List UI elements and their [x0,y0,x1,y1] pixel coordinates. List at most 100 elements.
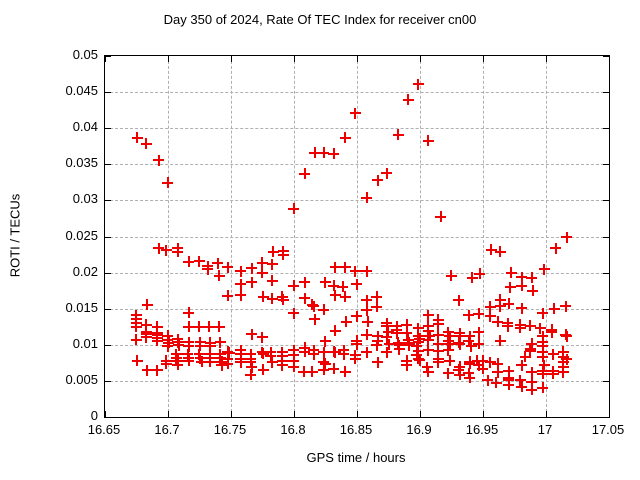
data-point [392,129,404,141]
data-point [538,359,550,371]
data-point [299,168,311,180]
data-point [266,356,278,368]
data-point [257,364,269,376]
x-tick-label: 16.95 [465,422,499,437]
y-tick-mark [603,128,609,130]
data-point [482,374,494,386]
data-point [490,377,502,389]
data-point [153,242,165,254]
x-tick-label: 16.85 [339,422,373,437]
data-point [444,330,456,342]
gridline-horizontal [105,128,609,130]
data-point [505,267,517,279]
data-point [288,355,299,367]
data-point [308,300,320,312]
data-point [151,364,163,376]
y-tick-mark [603,92,609,94]
data-point [464,330,476,342]
data-point [203,321,215,333]
data-point [492,366,504,378]
data-point [503,298,515,310]
data-point [372,335,384,347]
data-point [173,339,185,351]
data-point [391,327,403,339]
data-point [288,203,299,215]
data-point [329,346,341,358]
data-point [361,346,373,358]
data-point [547,348,559,360]
data-point [339,291,351,303]
x-tick-mark [483,56,484,62]
data-point [444,338,456,350]
data-point [349,107,361,119]
data-point [484,310,496,322]
data-point [319,358,331,370]
data-point [131,132,143,144]
data-point [504,281,516,293]
data-point [382,326,394,338]
data-point [328,148,340,160]
data-point [411,340,423,352]
gridline-horizontal [105,164,609,166]
y-tick-mark [603,417,609,418]
data-point [381,346,393,358]
data-point [308,348,320,360]
data-point [329,261,341,273]
data-point [140,319,152,331]
x-axis-label: GPS time / hours [306,450,406,465]
data-point [277,294,289,306]
y-tick-label: 0 [90,408,98,423]
data-point [140,138,152,150]
data-point [339,132,351,144]
data-point [524,320,536,332]
data-point [329,325,341,337]
y-tick-label: 0.01 [72,335,98,351]
x-tick-label: 16.75 [213,422,247,437]
data-point [361,265,373,277]
x-tick-mark [357,56,358,62]
data-point [473,359,485,371]
x-tick-label: 16.65 [87,422,121,437]
data-point [503,379,515,391]
data-point [183,321,195,333]
data-point [338,348,350,360]
data-point [318,356,330,368]
data-point [383,338,395,350]
data-point [202,263,214,275]
gridline-horizontal [105,272,609,274]
data-point [318,346,330,358]
x-tick-mark [231,411,232,417]
data-point [514,322,526,334]
data-point [454,338,466,350]
data-point [432,318,444,330]
data-point [514,374,526,386]
data-point [412,78,424,90]
data-point [298,366,310,378]
y-tick-label: 0.045 [65,83,98,99]
data-point [319,335,331,347]
data-point [339,261,351,273]
data-point [162,177,173,189]
data-point [193,348,205,360]
y-tick-mark [105,272,111,274]
data-point [381,331,393,343]
data-point [463,335,475,347]
y-tick-mark [603,56,609,57]
data-point [422,135,434,147]
data-point [401,319,413,331]
gridline-horizontal [105,200,609,202]
x-tick-mark [420,411,421,417]
data-point [182,348,194,360]
data-point [403,339,415,351]
data-point [560,329,572,341]
data-point [421,361,433,373]
data-point [526,272,538,284]
data-point [235,356,247,368]
data-point [267,246,279,258]
data-point [474,268,486,280]
data-point [492,358,504,370]
data-point [453,364,465,376]
data-point [453,337,465,349]
data-point [527,285,539,297]
gridline-horizontal [105,92,609,94]
